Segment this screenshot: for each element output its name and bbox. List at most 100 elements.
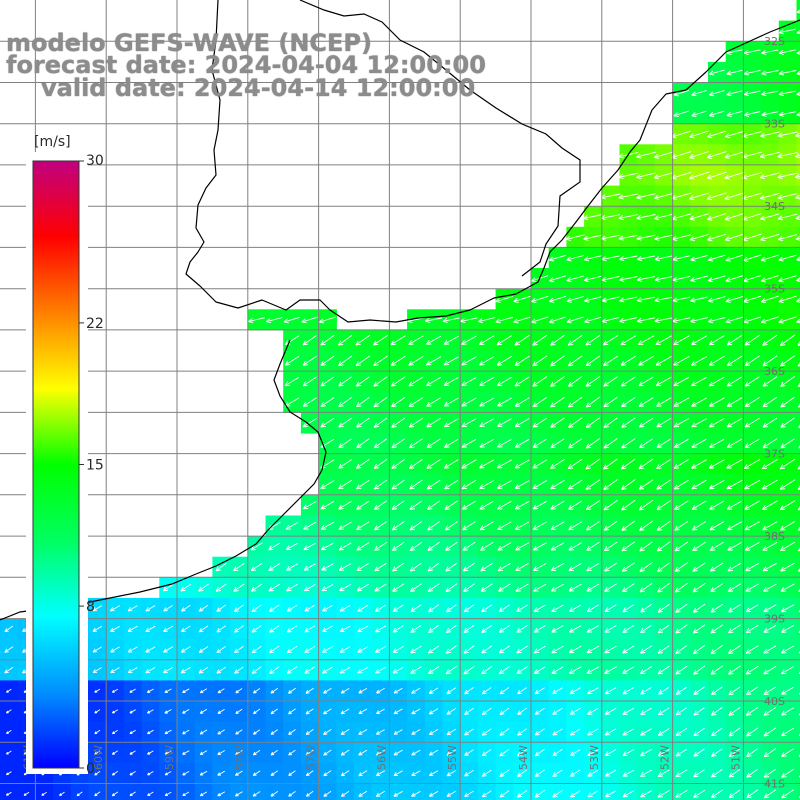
wind-speed-cell [743,639,762,661]
wind-arrow [479,418,494,428]
wind-arrow [145,667,156,674]
wind-arrow [163,646,174,653]
wind-arrow [709,500,725,510]
wind-arrow [586,625,600,633]
wind-arrow [462,521,476,531]
wind-arrow [728,604,741,613]
wind-speed-cell [336,412,355,434]
wind-speed-cell [672,783,691,800]
wind-arrow [373,417,388,428]
wind-arrow [710,603,724,613]
wind-arrow [638,499,654,511]
wind-arrow [796,318,800,324]
wind-arrow [548,316,567,324]
wind-arrow [586,604,599,613]
wind-arrow [477,317,496,324]
wind-arrow [376,688,385,694]
wind-arrow [495,296,514,303]
wind-arrow [304,646,316,654]
wind-speed-cell [619,412,638,434]
wind-arrow [620,376,636,387]
wind-arrow [622,624,635,633]
wind-arrow [551,604,564,612]
wind-speed-cell [354,391,373,413]
wind-arrow [552,769,563,777]
wind-arrow [338,355,353,367]
wind-speed-cell [531,783,550,800]
wind-arrow [217,770,226,776]
wind-arrow [269,604,280,612]
wind-arrow [763,665,777,675]
wind-arrow [427,541,440,551]
wind-arrow [568,625,582,633]
wind-arrow [657,665,670,675]
wind-arrow [234,791,243,797]
wind-speed-cell [778,515,798,537]
wind-arrow [481,749,492,757]
wind-arrow [445,666,457,675]
wind-arrow [532,376,548,387]
wind-arrow [639,749,652,757]
wind-speed-cell [318,412,337,434]
wind-speed-cell [796,371,800,393]
wind-arrow [619,276,638,282]
wind-arrow [338,397,352,408]
wind-arrow [497,521,512,531]
wind-arrow [182,771,190,776]
wind-arrow [638,479,654,490]
wind-arrow [604,707,617,715]
wind-arrow [199,729,208,735]
wind-speed-cell [796,20,800,42]
wind-arrow [390,335,406,346]
wind-arrow [710,644,724,655]
wind-arrow [338,438,352,449]
wind-arrow [479,480,495,490]
wind-arrow [568,521,583,531]
wind-arrow [762,396,778,408]
wind-speed-cell [796,556,800,578]
wind-arrow [639,769,652,777]
wind-arrow [531,295,549,303]
wind-arrow [481,687,492,695]
wind-speed-cell [654,742,674,764]
wind-arrow [603,520,618,531]
wind-arrow [762,355,778,367]
longitude-label: 55W [446,745,459,770]
wind-arrow [234,666,244,674]
wind-arrow [427,562,440,572]
wind-arrow [691,110,707,117]
wind-arrow [305,770,314,777]
wind-arrow [163,625,174,633]
wind-arrow [304,625,316,633]
wind-arrow [235,770,243,776]
wind-arrow [744,417,760,428]
wind-arrow [373,376,388,387]
wind-speed-cell [566,515,585,537]
wind-arrow [302,397,317,407]
wind-arrow [760,275,779,283]
wind-arrow [566,275,584,283]
wind-arrow [710,665,723,675]
wind-arrow [428,770,439,777]
wind-speed-cell [247,783,267,800]
wind-arrow [760,213,780,221]
wind-speed-cell [477,391,497,413]
wind-arrow [763,624,777,633]
wind-speed-cell [619,783,638,800]
wind-speed-cell [70,783,90,800]
wind-arrow [427,521,440,531]
wind-arrow [428,749,439,756]
wind-arrow [689,192,709,201]
wind-arrow [392,562,405,572]
wind-arrow [180,583,192,592]
wind-arrow [464,749,474,757]
wind-arrow [604,562,618,572]
wind-arrow [497,397,512,407]
wind-speed-cell [796,783,800,800]
wind-arrow [268,563,281,571]
wind-speed-cell [424,618,444,640]
wind-arrow [285,542,299,551]
wind-arrow [778,70,797,76]
wind-arrow [356,583,369,592]
